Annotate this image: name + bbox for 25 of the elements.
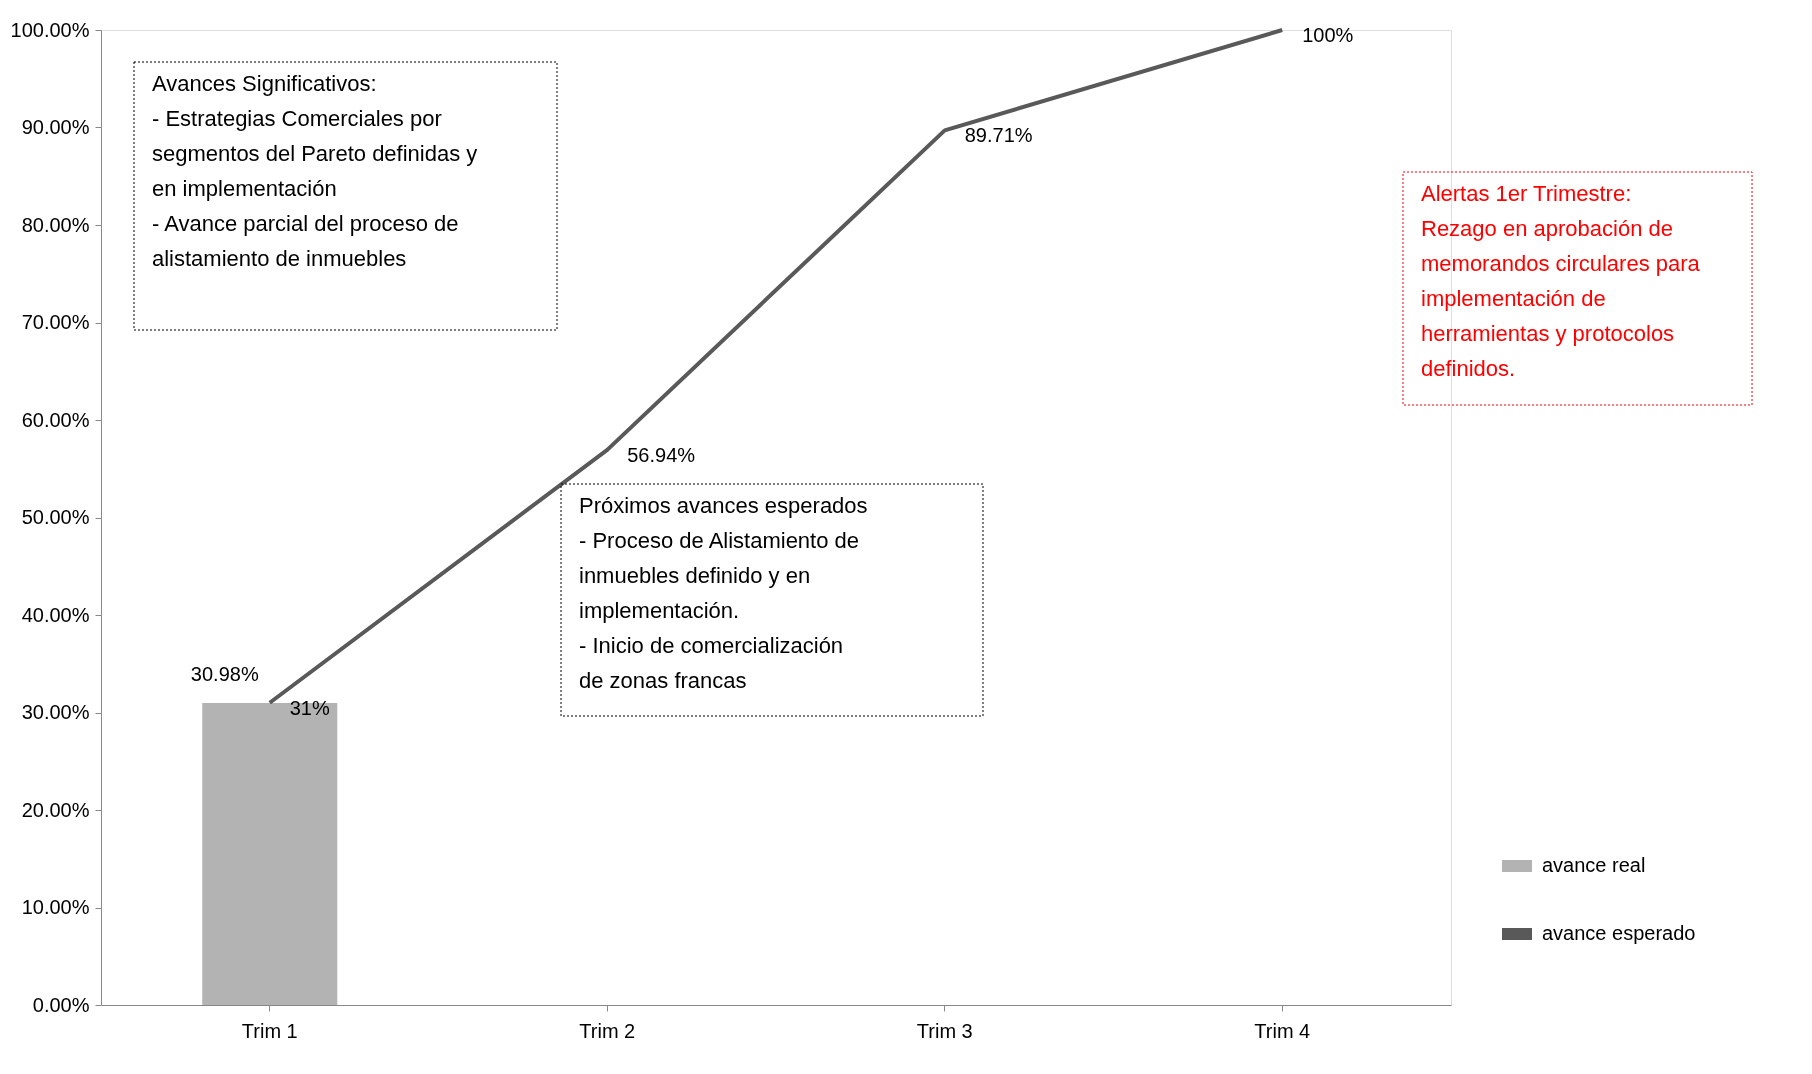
x-tick-label: Trim 1: [241, 1019, 298, 1042]
y-tick-label: 30.00%: [21, 701, 90, 723]
y-tick-label: 70.00%: [21, 311, 90, 333]
legend-label: avance esperado: [1542, 922, 1696, 944]
y-tick-label: 100.00%: [10, 18, 90, 41]
data-label: 30.98%: [190, 662, 259, 685]
y-tick-label: 90.00%: [21, 116, 90, 138]
annotation: Próximos avances esperados - Proceso de Alistamiento de inmuebles definido y en implementación. - Inicio de comercialización de zonas francas: [579, 493, 868, 693]
x-tick-label: Trim 2: [579, 1019, 636, 1042]
annotation: Avances Significativos: - Estrategias Comerciales por segmentos del Pareto definidas y en implementación - Avance parcial del proceso de alistamiento de inmuebles: [152, 71, 478, 271]
y-tick-label: 10.00%: [21, 896, 90, 918]
y-tick-label: 40.00%: [21, 603, 90, 626]
x-tick-label: Trim 4: [1254, 1019, 1311, 1042]
data-label: 89.71%: [964, 124, 1033, 147]
legend-label: avance real: [1542, 854, 1646, 876]
data-label: 56.94%: [627, 443, 696, 466]
data-label: 31%: [289, 696, 330, 719]
x-tick-label: Trim 3: [916, 1019, 973, 1042]
y-tick-label: 50.00%: [21, 506, 90, 528]
y-tick-label: 60.00%: [21, 408, 90, 431]
y-tick-label: 80.00%: [21, 213, 90, 236]
data-label: 100%: [1302, 24, 1354, 46]
y-tick-label: 20.00%: [21, 798, 90, 821]
annotation: Alertas 1er Trimestre: Rezago en aprobación de memorandos circulares para implementación de herramientas y protocolos definidos.: [1421, 181, 1701, 381]
y-tick-label: 0.00%: [32, 993, 90, 1016]
